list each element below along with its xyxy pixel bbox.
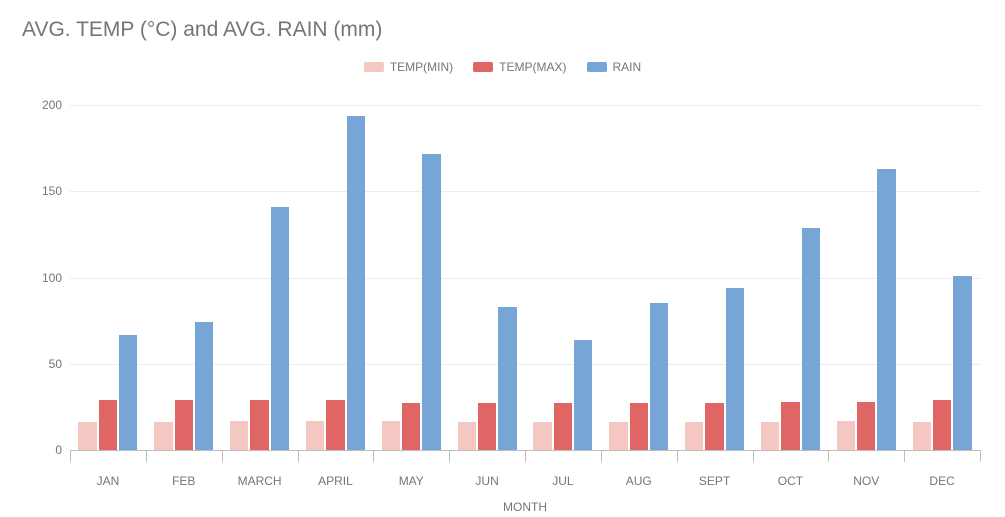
legend-label: RAIN — [613, 60, 642, 74]
x-tick-label: NOV — [853, 474, 879, 488]
bar-group — [306, 116, 365, 450]
x-tick-label: AUG — [626, 474, 652, 488]
bar — [498, 307, 516, 450]
bar — [402, 403, 420, 450]
bar — [726, 288, 744, 450]
y-tick-label: 200 — [22, 98, 62, 112]
bar-group — [154, 322, 213, 450]
bar-group — [837, 169, 896, 450]
x-tick-mark — [449, 450, 450, 462]
x-tick-label: JUN — [475, 474, 498, 488]
x-axis-label: MONTH — [503, 500, 547, 514]
x-tick-label: JAN — [97, 474, 120, 488]
bar — [99, 400, 117, 450]
bar — [306, 421, 324, 450]
y-tick-label: 0 — [22, 443, 62, 457]
x-tick-mark — [298, 450, 299, 462]
x-tick-mark — [828, 450, 829, 462]
x-tick-label: DEC — [929, 474, 954, 488]
bar — [554, 403, 572, 450]
legend-label: TEMP(MAX) — [499, 60, 566, 74]
y-tick-label: 100 — [22, 271, 62, 285]
x-tick-mark — [601, 450, 602, 462]
bar — [630, 403, 648, 450]
legend-item: TEMP(MAX) — [473, 60, 566, 74]
bar — [78, 422, 96, 450]
legend-label: TEMP(MIN) — [390, 60, 453, 74]
x-tick-mark — [980, 450, 981, 462]
bar — [326, 400, 344, 450]
bar — [781, 402, 799, 450]
x-tick-label: MAY — [399, 474, 424, 488]
legend-item: RAIN — [587, 60, 642, 74]
bar — [422, 154, 440, 450]
bar — [271, 207, 289, 450]
x-tick-label: FEB — [172, 474, 195, 488]
bar-group — [609, 303, 668, 450]
bar-group — [761, 228, 820, 450]
bar — [458, 422, 476, 450]
bar — [250, 400, 268, 450]
x-tick-mark — [70, 450, 71, 462]
bar — [382, 421, 400, 450]
x-tick-label: APRIL — [318, 474, 353, 488]
x-tick-mark — [904, 450, 905, 462]
bar — [609, 422, 627, 450]
bar — [933, 400, 951, 450]
bar — [953, 276, 971, 450]
y-tick-label: 50 — [22, 357, 62, 371]
x-tick-mark — [753, 450, 754, 462]
legend-swatch — [473, 62, 493, 72]
bar — [154, 422, 172, 450]
bar — [913, 422, 931, 450]
bar — [802, 228, 820, 450]
legend-item: TEMP(MIN) — [364, 60, 453, 74]
x-tick-mark — [222, 450, 223, 462]
bar — [478, 403, 496, 450]
plot-area: 050100150200JANFEBMARCHAPRILMAYJUNJULAUG… — [70, 88, 980, 450]
bar — [574, 340, 592, 450]
bar-group — [685, 288, 744, 450]
bar — [837, 421, 855, 450]
bar-group — [533, 340, 592, 450]
x-tick-mark — [146, 450, 147, 462]
bar-group — [458, 307, 517, 450]
bar-group — [382, 154, 441, 450]
bar — [175, 400, 193, 450]
y-tick-label: 150 — [22, 184, 62, 198]
x-tick-mark — [677, 450, 678, 462]
bar — [761, 422, 779, 450]
x-tick-mark — [525, 450, 526, 462]
x-tick-label: MARCH — [238, 474, 282, 488]
legend-swatch — [587, 62, 607, 72]
gridline — [70, 105, 980, 106]
x-tick-label: JUL — [552, 474, 573, 488]
bar — [347, 116, 365, 450]
bar — [650, 303, 668, 450]
bar — [857, 402, 875, 450]
x-tick-label: SEPT — [699, 474, 730, 488]
bar — [877, 169, 895, 450]
bar-group — [230, 207, 289, 450]
bar — [195, 322, 213, 450]
bar-group — [913, 276, 972, 450]
bar — [685, 422, 703, 450]
bar — [119, 335, 137, 450]
bar-group — [78, 335, 137, 450]
bar — [230, 421, 248, 450]
bar — [705, 403, 723, 450]
x-tick-mark — [373, 450, 374, 462]
legend-swatch — [364, 62, 384, 72]
climate-chart: AVG. TEMP (°C) and AVG. RAIN (mm) TEMP(M… — [0, 0, 1005, 517]
chart-legend: TEMP(MIN) TEMP(MAX) RAIN — [0, 60, 1005, 75]
bar — [533, 422, 551, 450]
chart-title: AVG. TEMP (°C) and AVG. RAIN (mm) — [22, 18, 382, 42]
x-tick-label: OCT — [778, 474, 803, 488]
